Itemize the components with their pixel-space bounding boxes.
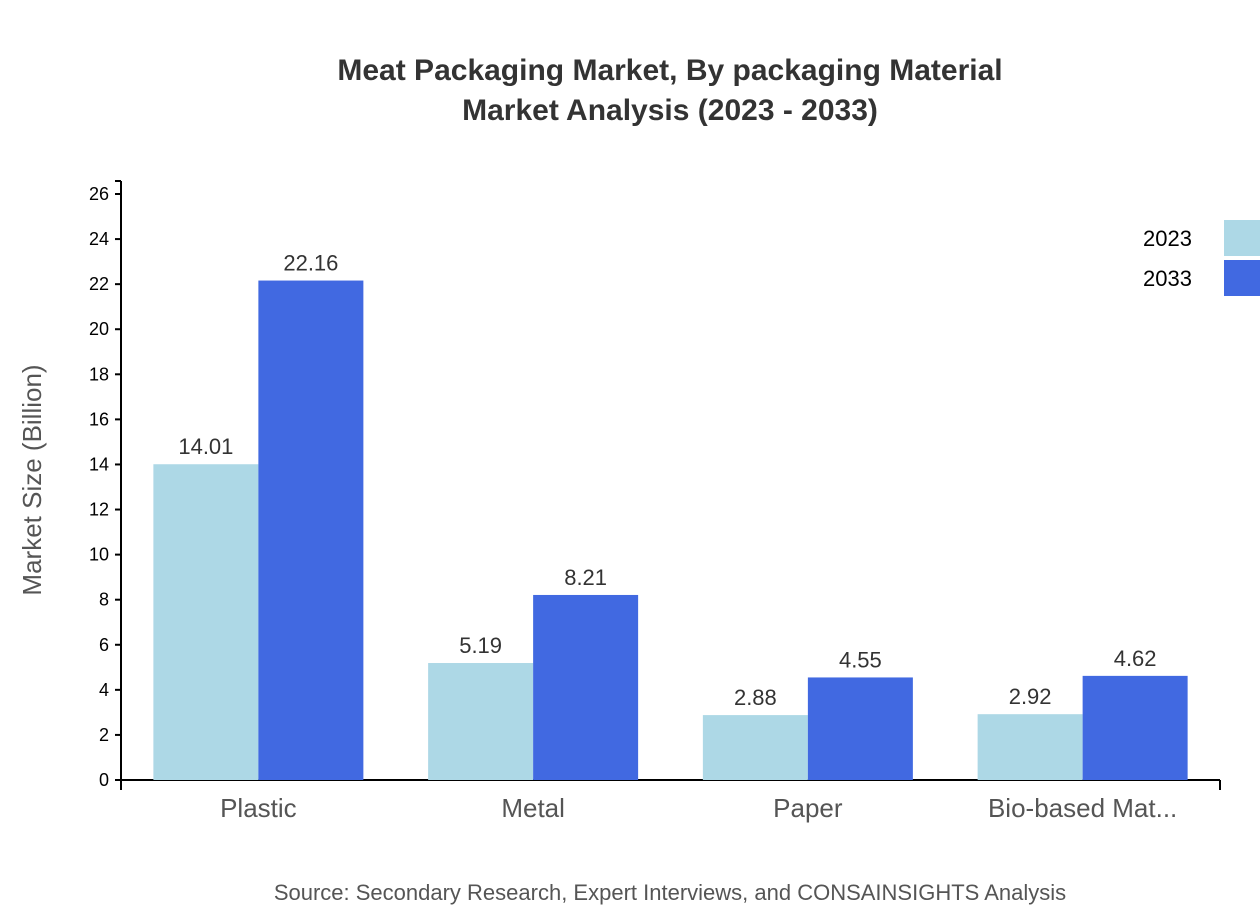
bar-value-label: 14.01 — [178, 434, 233, 459]
y-tick-label: 22 — [89, 274, 109, 294]
bar-2033 — [1082, 675, 1188, 780]
y-tick-label: 4 — [99, 680, 109, 700]
bar-2033 — [258, 280, 364, 780]
source-note: Source: Secondary Research, Expert Inter… — [274, 880, 1066, 905]
y-tick-label: 2 — [99, 725, 109, 745]
y-axis-label: Market Size (Billion) — [17, 364, 47, 595]
bar-2033 — [533, 594, 639, 780]
x-category-label: Bio-based Mat... — [988, 793, 1177, 823]
bar-value-label: 4.62 — [1114, 646, 1157, 671]
bar-2023 — [977, 714, 1083, 780]
legend-label: 2033 — [1143, 266, 1192, 291]
x-category-label: Paper — [773, 793, 843, 823]
y-tick-label: 16 — [89, 409, 109, 429]
legend-swatch — [1224, 220, 1260, 256]
y-tick-label: 24 — [89, 229, 109, 249]
y-tick-label: 10 — [89, 545, 109, 565]
bar-value-label: 4.55 — [839, 647, 882, 672]
x-category-label: Plastic — [220, 793, 297, 823]
x-category-label: Metal — [501, 793, 565, 823]
bar-value-label: 2.92 — [1009, 684, 1052, 709]
bar-2023 — [153, 464, 259, 780]
y-tick-label: 14 — [89, 454, 109, 474]
chart-title-line-1: Meat Packaging Market, By packaging Mate… — [337, 54, 1002, 87]
y-tick-label: 0 — [99, 770, 109, 790]
y-tick-label: 6 — [99, 635, 109, 655]
y-tick-label: 18 — [89, 364, 109, 384]
y-tick-label: 26 — [89, 184, 109, 204]
bar-value-label: 2.88 — [734, 685, 777, 710]
legend-swatch — [1224, 260, 1260, 296]
chart-title-line-2: Market Analysis (2023 - 2033) — [462, 94, 878, 127]
y-tick-label: 12 — [89, 500, 109, 520]
y-tick-label: 20 — [89, 319, 109, 339]
bar-value-label: 8.21 — [564, 565, 607, 590]
bar-value-label: 5.19 — [459, 633, 502, 658]
legend-label: 2023 — [1143, 226, 1192, 251]
bar-2033 — [807, 677, 913, 780]
bar-2023 — [428, 663, 534, 780]
y-tick-label: 8 — [99, 590, 109, 610]
bar-value-label: 22.16 — [283, 251, 338, 276]
bar-2023 — [702, 715, 808, 780]
